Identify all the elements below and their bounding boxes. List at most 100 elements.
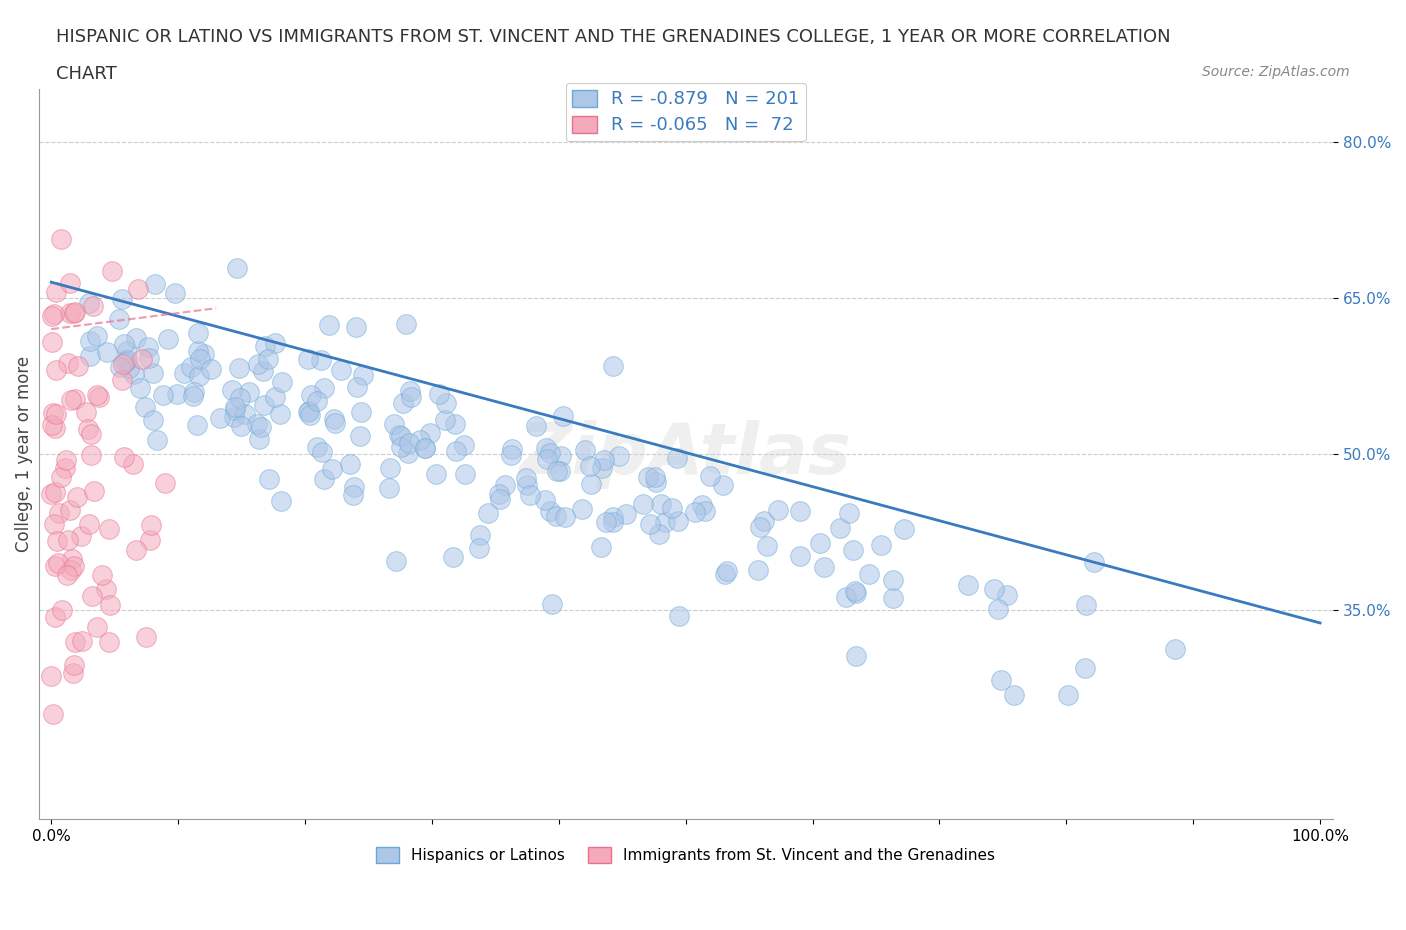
Point [224, 410, 246, 425]
Point [661, 500, 683, 515]
Point [298, 404, 321, 418]
Point [312, 380, 335, 395]
Point [882, 591, 904, 605]
Point [342, 487, 364, 502]
Point [229, 418, 252, 433]
Point [838, 506, 860, 521]
Point [112, 337, 135, 352]
Point [127, 281, 149, 296]
Point [444, 444, 467, 458]
Point [224, 403, 246, 418]
Point [63, 392, 86, 406]
Point [305, 393, 328, 408]
Point [297, 352, 319, 366]
Point [188, 368, 211, 383]
Point [882, 573, 904, 588]
Point [59, 306, 82, 321]
Point [59, 275, 82, 290]
Point [665, 451, 688, 466]
Point [42, 405, 65, 420]
Point [263, 390, 285, 405]
Point [97, 634, 120, 649]
Point [395, 317, 418, 332]
Point [124, 366, 146, 381]
Point [350, 405, 373, 419]
Point [152, 387, 174, 402]
Point [468, 541, 491, 556]
Point [224, 400, 246, 415]
Point [48, 556, 70, 571]
Point [44, 559, 66, 574]
Point [602, 510, 624, 525]
Point [551, 408, 574, 423]
Point [299, 388, 322, 403]
Point [79, 348, 101, 363]
Point [685, 504, 707, 519]
Point [221, 383, 243, 398]
Point [166, 387, 188, 402]
Point [42, 707, 65, 722]
Point [139, 532, 162, 547]
Point [75, 405, 97, 419]
Point [756, 538, 779, 553]
Point [711, 477, 734, 492]
Point [115, 343, 138, 358]
Point [60, 563, 83, 578]
Point [1164, 642, 1187, 657]
Point [425, 466, 447, 481]
Point [41, 418, 63, 432]
Point [398, 435, 420, 450]
Point [633, 497, 655, 512]
Point [45, 406, 67, 421]
Point [515, 471, 537, 485]
Point [41, 486, 63, 501]
Point [538, 504, 561, 519]
Point [648, 526, 671, 541]
Point [571, 502, 593, 517]
Point [995, 588, 1018, 603]
Point [142, 413, 165, 428]
Point [163, 286, 186, 300]
Point [44, 485, 66, 499]
Point [45, 285, 67, 299]
Point [139, 517, 162, 532]
Point [519, 487, 541, 502]
Point [1074, 660, 1097, 675]
Point [690, 498, 713, 512]
Point [66, 359, 89, 374]
Point [602, 359, 624, 374]
Point [382, 417, 405, 432]
Point [112, 356, 135, 371]
Text: Source: ZipAtlas.com: Source: ZipAtlas.com [1202, 65, 1350, 79]
Point [134, 400, 156, 415]
Point [98, 522, 121, 537]
Point [389, 440, 412, 455]
Point [41, 309, 63, 324]
Point [62, 666, 84, 681]
Text: CHART: CHART [56, 65, 117, 83]
Point [56, 567, 79, 582]
Point [419, 426, 441, 441]
Point [183, 385, 205, 400]
Point [844, 584, 866, 599]
Point [323, 411, 346, 426]
Point [187, 326, 209, 341]
Point [98, 597, 121, 612]
Point [789, 549, 811, 564]
Point [86, 619, 108, 634]
Point [534, 440, 557, 455]
Point [329, 363, 352, 378]
Point [63, 305, 86, 320]
Point [591, 460, 613, 475]
Point [835, 590, 858, 604]
Point [79, 334, 101, 349]
Point [153, 475, 176, 490]
Point [550, 464, 572, 479]
Point [270, 494, 292, 509]
Point [63, 634, 86, 649]
Legend: Hispanics or Latinos, Immigrants from St. Vincent and the Grenadines: Hispanics or Latinos, Immigrants from St… [370, 842, 1001, 870]
Point [55, 452, 77, 467]
Point [489, 492, 512, 507]
Point [526, 418, 548, 433]
Point [181, 389, 204, 404]
